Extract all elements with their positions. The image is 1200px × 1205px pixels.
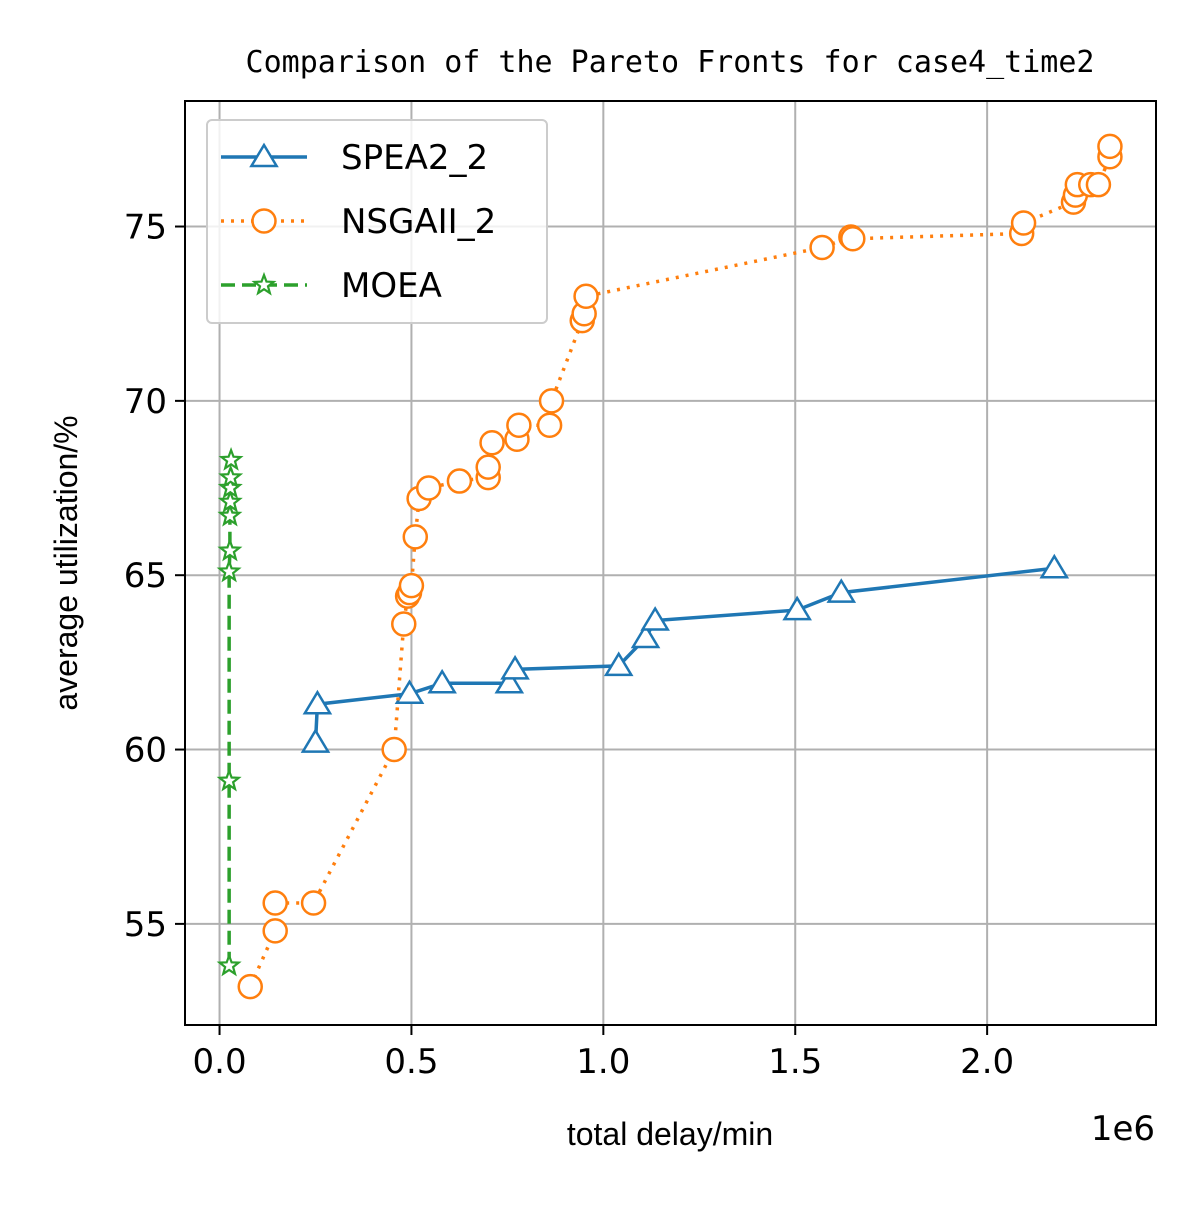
series-nsgaii-2 bbox=[237, 133, 1123, 1000]
data-point bbox=[427, 668, 457, 694]
data-point bbox=[262, 918, 288, 944]
data-point bbox=[538, 388, 565, 414]
data-point bbox=[1085, 171, 1112, 198]
data-point bbox=[494, 668, 525, 694]
y-tick-label: 60 bbox=[124, 731, 167, 771]
data-point bbox=[536, 412, 563, 439]
x-tick-label: 1.0 bbox=[576, 1042, 630, 1082]
x-tick-label: 2.0 bbox=[960, 1042, 1014, 1082]
data-point bbox=[381, 736, 407, 763]
data-point bbox=[640, 606, 670, 631]
chart-title: Comparison of the Pareto Fronts for case… bbox=[246, 45, 1095, 80]
series-line bbox=[227, 460, 233, 966]
data-point bbox=[218, 446, 244, 471]
legend-entry: NSGAII_2 bbox=[221, 202, 496, 242]
legend-entry: MOEA bbox=[221, 266, 442, 306]
data-point bbox=[840, 225, 866, 252]
series-line bbox=[313, 566, 1055, 743]
legend-entry: SPEA2_2 bbox=[221, 138, 488, 178]
data-point bbox=[500, 654, 530, 680]
data-point bbox=[398, 572, 425, 599]
data-point bbox=[573, 283, 599, 310]
data-point bbox=[302, 689, 333, 715]
legend-box bbox=[206, 119, 548, 324]
data-point bbox=[809, 234, 835, 261]
legend: SPEA2_2 NSGAII_2 MOEA bbox=[206, 119, 548, 324]
plot-frame bbox=[184, 100, 1157, 1026]
data-point bbox=[402, 524, 429, 550]
data-point bbox=[1097, 133, 1123, 160]
series-spea2-2 bbox=[300, 553, 1070, 753]
x-axis-label: total delay/min bbox=[567, 1116, 773, 1152]
legend-marker bbox=[251, 271, 277, 296]
data-point bbox=[218, 464, 244, 489]
data-point bbox=[217, 537, 243, 562]
x-axis-offset-label: 1e6 bbox=[1091, 1109, 1155, 1149]
y-tick-label: 55 bbox=[124, 905, 167, 945]
data-point bbox=[1010, 210, 1037, 236]
legend-marker bbox=[251, 208, 277, 234]
data-point bbox=[217, 488, 243, 513]
data-point bbox=[603, 651, 634, 677]
series-moea bbox=[216, 446, 244, 977]
data-point bbox=[216, 767, 242, 792]
data-point bbox=[782, 595, 812, 621]
y-axis-label: average utilization/% bbox=[48, 415, 84, 710]
data-point bbox=[475, 454, 501, 480]
legend-label: SPEA2_2 bbox=[341, 138, 488, 178]
data-point bbox=[394, 679, 425, 704]
legend-label: NSGAII_2 bbox=[341, 202, 496, 242]
data-point bbox=[826, 578, 857, 603]
y-tick-label: 70 bbox=[124, 382, 167, 422]
data-point bbox=[446, 468, 473, 494]
data-point bbox=[391, 611, 417, 637]
data-point bbox=[300, 890, 327, 916]
data-point bbox=[216, 952, 242, 977]
data-point bbox=[1039, 553, 1070, 579]
legend-label: MOEA bbox=[341, 266, 442, 306]
y-tick-label: 75 bbox=[124, 208, 167, 248]
data-point bbox=[262, 890, 288, 916]
x-tick-label: 0.0 bbox=[193, 1042, 247, 1082]
x-tick-label: 0.5 bbox=[384, 1042, 438, 1082]
x-tick-label: 1.5 bbox=[768, 1042, 822, 1082]
data-point bbox=[217, 502, 243, 527]
data-point bbox=[630, 623, 661, 649]
axis-ticks: 0.0 0.5 1.0 1.5 2.0 55 60 65 70 75 bbox=[124, 208, 1014, 1082]
data-point bbox=[300, 728, 331, 753]
data-point bbox=[506, 412, 532, 439]
y-tick-label: 65 bbox=[124, 556, 167, 596]
plot-series bbox=[216, 133, 1123, 1000]
data-point bbox=[479, 429, 505, 456]
data-point bbox=[415, 475, 442, 501]
legend-marker bbox=[249, 142, 279, 168]
data-point bbox=[237, 973, 263, 1000]
data-point bbox=[216, 558, 242, 583]
